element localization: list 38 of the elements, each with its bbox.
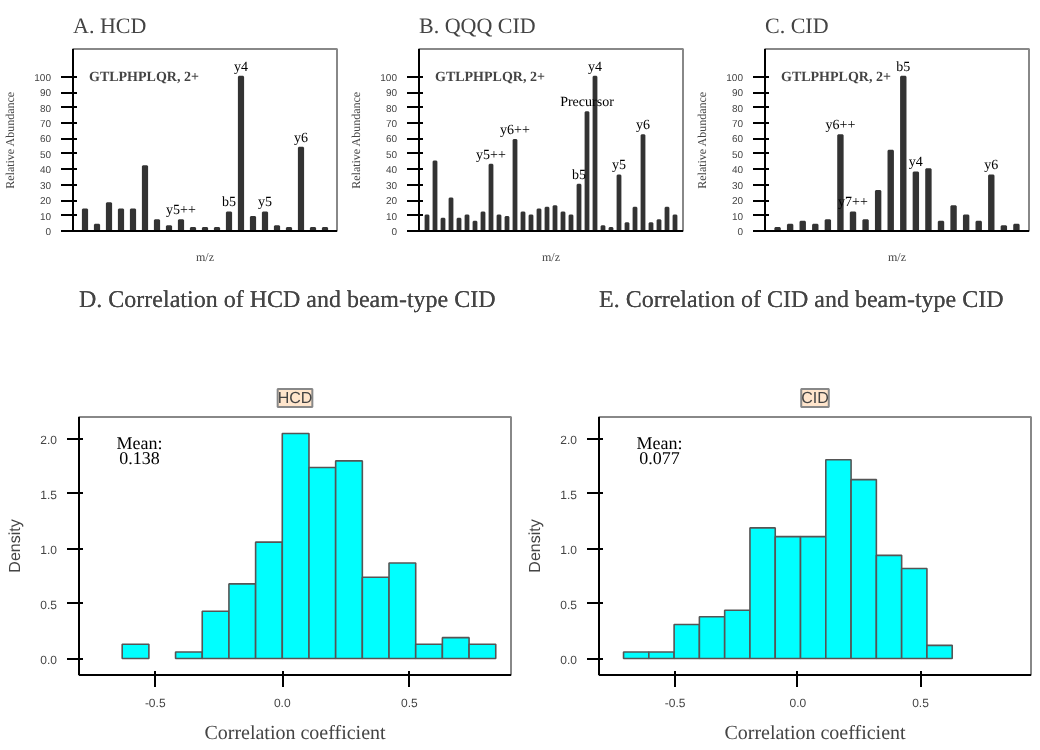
- bar: [912, 171, 920, 231]
- annotation: Mean: 0.138: [116, 432, 163, 469]
- bar: [824, 219, 832, 231]
- bar: [849, 211, 857, 231]
- annotation: Mean: 0.077: [636, 432, 683, 469]
- chart-title: C. CID: [765, 15, 829, 39]
- chart-subtitle: HCD: [277, 389, 313, 407]
- bar: [862, 219, 869, 231]
- bar: [887, 149, 894, 231]
- chart-title: A. HCD: [73, 15, 147, 39]
- x-axis-title: Correlation coefficient: [204, 723, 387, 745]
- bar: [117, 208, 125, 231]
- bar: [261, 211, 269, 231]
- x-axis-title: Correlation coefficient: [724, 723, 907, 745]
- bar: [129, 208, 137, 231]
- bar: [950, 205, 957, 231]
- y-axis-title: Density: [526, 519, 545, 573]
- bar: [81, 208, 89, 231]
- chart-subtitle: CID: [801, 389, 830, 407]
- bar: [900, 75, 907, 231]
- bar: [988, 174, 995, 231]
- bar: [141, 165, 149, 231]
- bar: [249, 216, 257, 231]
- chart-title: B. QQQ CID: [419, 15, 536, 39]
- bar: [177, 219, 185, 231]
- bar: [297, 146, 305, 231]
- chart-title: D. Correlation of HCD and beam-type CID: [79, 285, 497, 313]
- bar: [153, 219, 161, 231]
- y-axis-title: Density: [6, 519, 25, 573]
- bar: [1013, 223, 1020, 231]
- bar: [165, 225, 173, 231]
- bar: [237, 75, 245, 231]
- bar: [925, 168, 932, 231]
- chart-title: E. Correlation of CID and beam-type CID: [599, 285, 1005, 313]
- bar: [105, 202, 113, 231]
- bar: [273, 225, 281, 231]
- bar: [225, 211, 233, 231]
- bar: [874, 189, 882, 231]
